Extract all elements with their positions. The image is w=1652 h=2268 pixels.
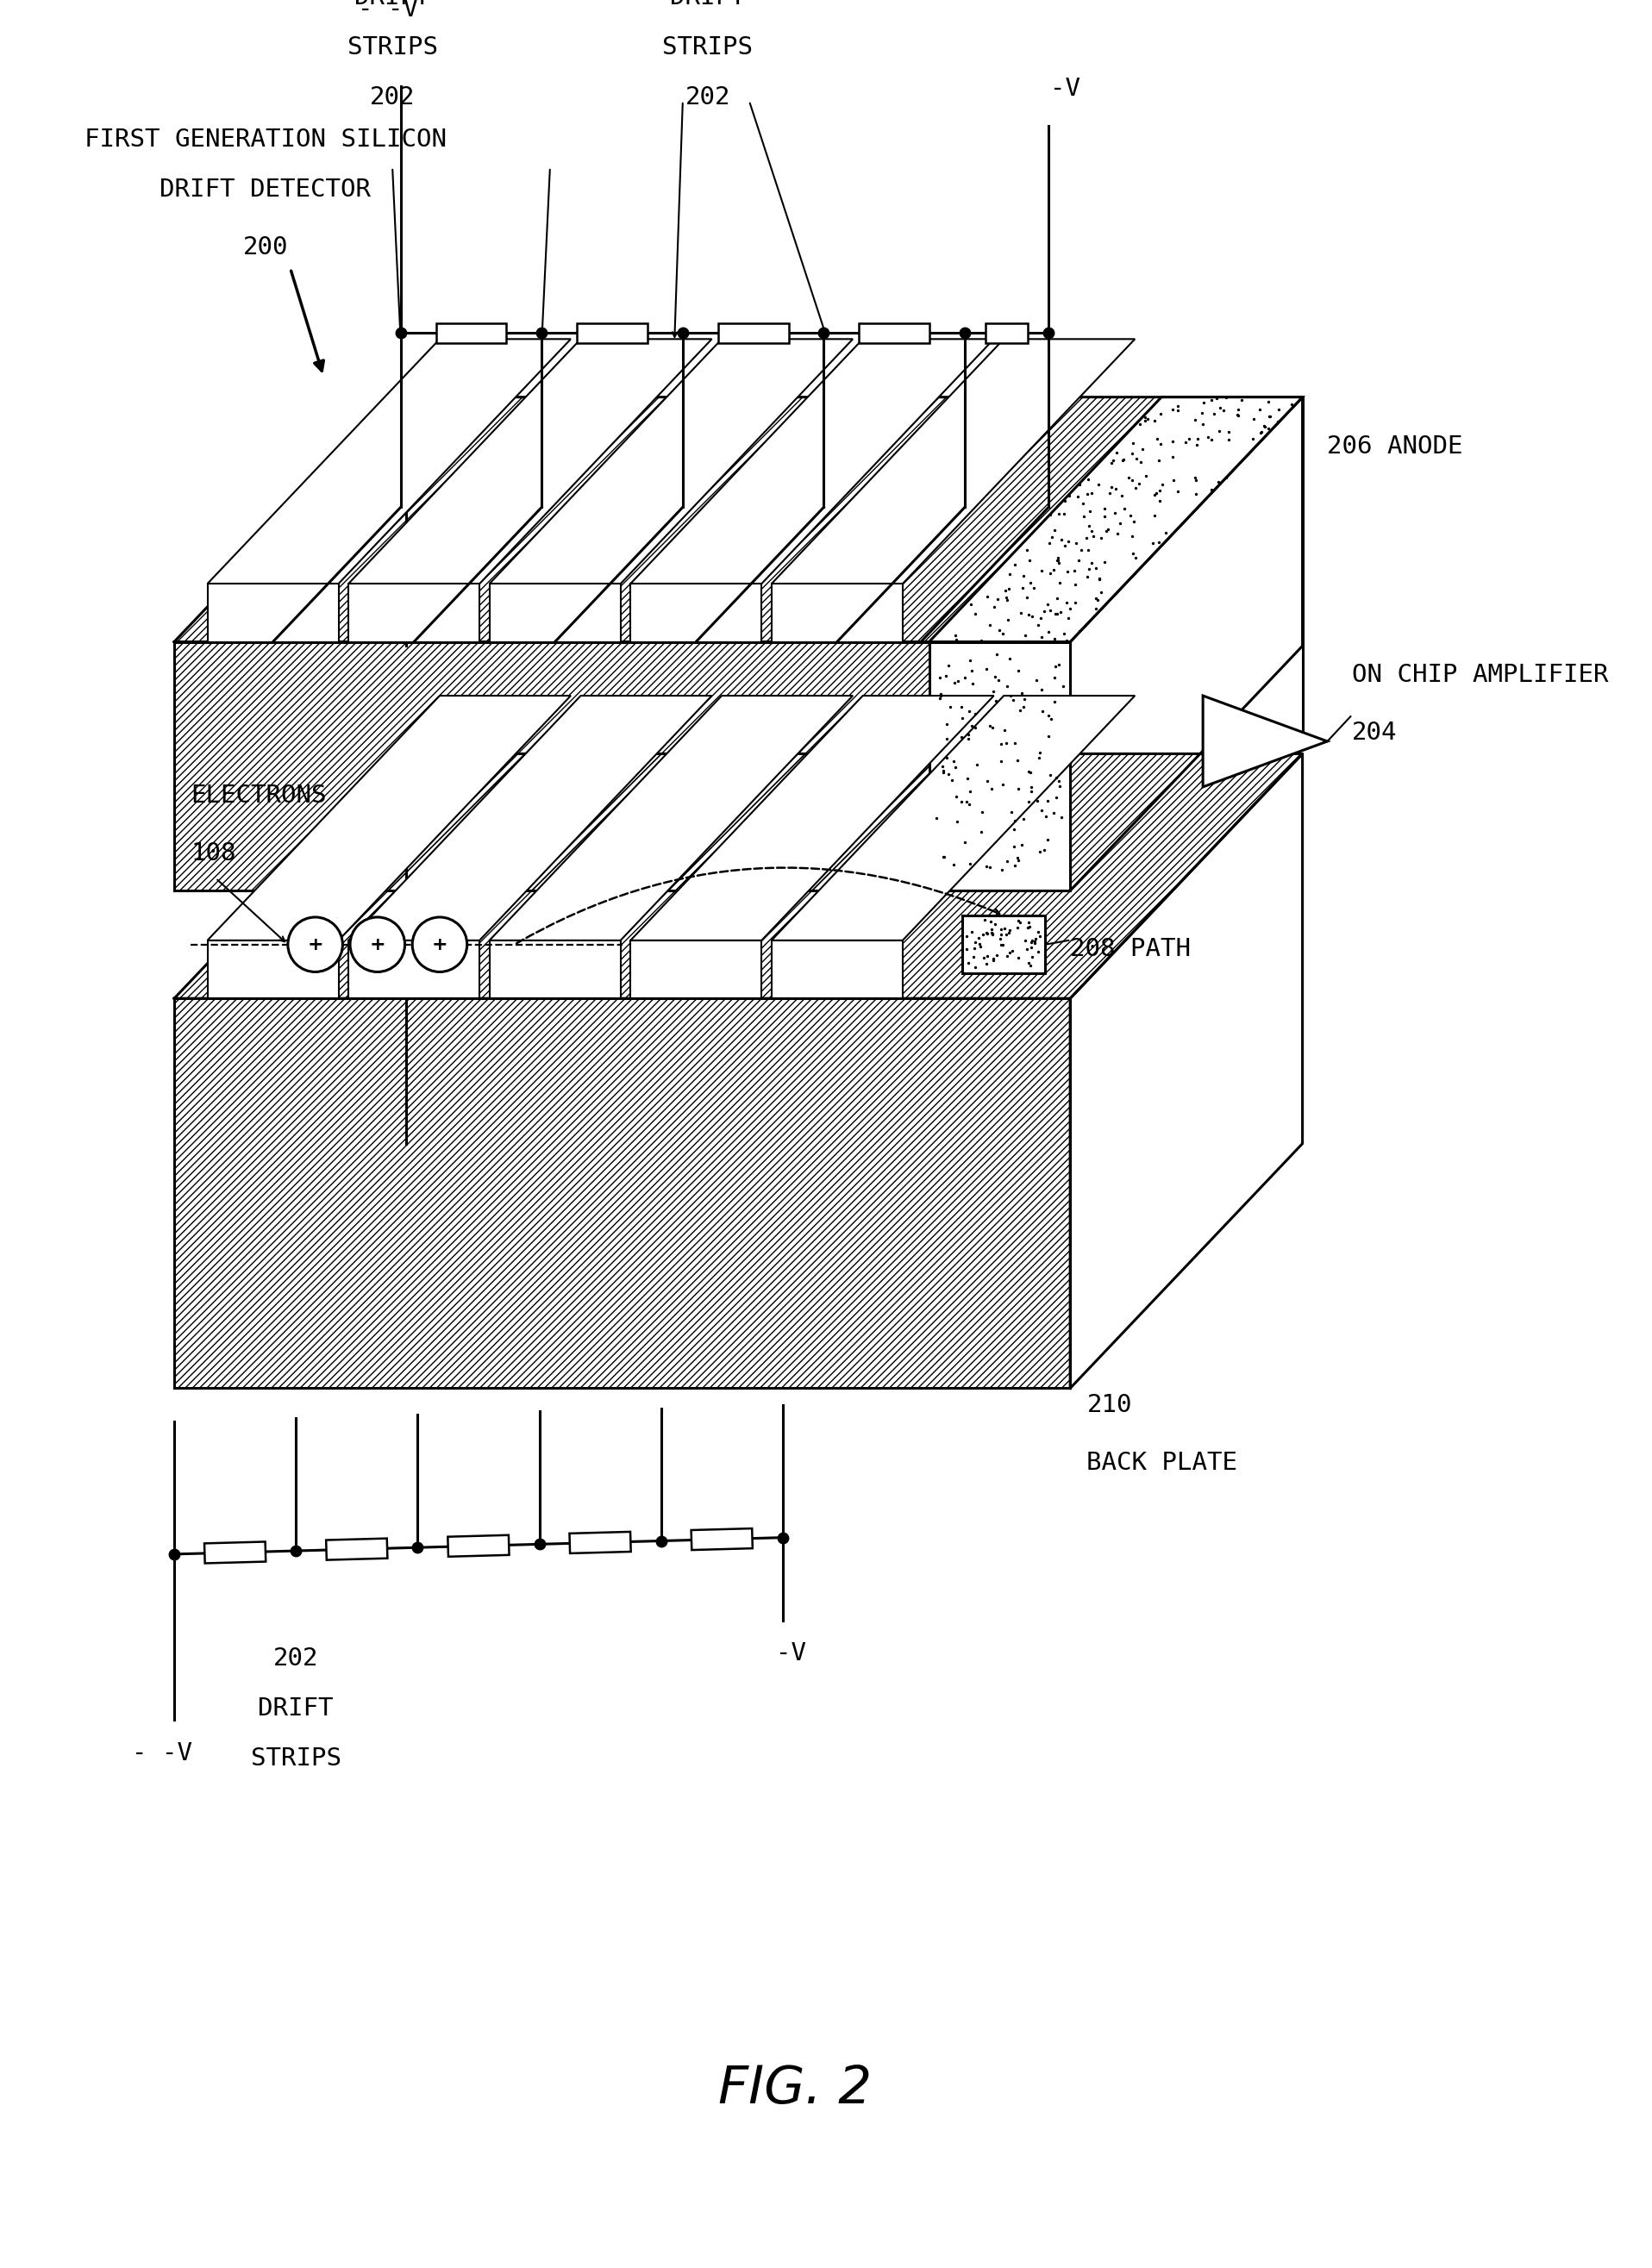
Text: BACK PLATE: BACK PLATE — [1087, 1452, 1237, 1474]
Polygon shape — [1070, 753, 1302, 1388]
Polygon shape — [448, 1535, 509, 1556]
Polygon shape — [963, 916, 1046, 973]
Polygon shape — [691, 1529, 753, 1549]
Text: 206 ANODE: 206 ANODE — [1327, 435, 1464, 458]
Polygon shape — [436, 322, 507, 342]
Polygon shape — [489, 338, 852, 583]
Text: DRIFT: DRIFT — [671, 0, 745, 9]
Text: STRIPS: STRIPS — [251, 1746, 342, 1771]
Polygon shape — [208, 338, 570, 583]
Text: - -V: - -V — [358, 0, 418, 23]
Polygon shape — [771, 583, 902, 642]
Polygon shape — [928, 642, 1070, 891]
Circle shape — [350, 916, 405, 973]
Text: -V: -V — [1051, 77, 1080, 100]
Polygon shape — [1203, 696, 1327, 787]
Polygon shape — [349, 338, 712, 583]
Text: 202: 202 — [273, 1647, 319, 1672]
Polygon shape — [719, 322, 788, 342]
Polygon shape — [208, 941, 339, 998]
Text: 108: 108 — [192, 841, 236, 866]
Polygon shape — [489, 696, 852, 941]
Text: 204: 204 — [1353, 721, 1398, 746]
Text: DRIFT: DRIFT — [258, 1696, 334, 1721]
Text: +: + — [431, 937, 448, 953]
Text: - -V: - -V — [132, 1742, 192, 1765]
Polygon shape — [631, 941, 762, 998]
Text: 208 PATH: 208 PATH — [1070, 937, 1191, 962]
Polygon shape — [349, 583, 479, 642]
Polygon shape — [349, 941, 479, 998]
Text: 202: 202 — [370, 84, 415, 109]
Polygon shape — [986, 322, 1028, 342]
Text: STRIPS: STRIPS — [662, 36, 753, 59]
Polygon shape — [1070, 397, 1302, 891]
Text: +: + — [370, 937, 385, 953]
Text: FIG. 2: FIG. 2 — [719, 2064, 872, 2114]
Text: -V: -V — [776, 1642, 806, 1665]
Polygon shape — [489, 941, 621, 998]
Polygon shape — [325, 1538, 388, 1560]
Polygon shape — [577, 322, 648, 342]
Text: +: + — [307, 937, 324, 953]
Circle shape — [287, 916, 342, 973]
Polygon shape — [173, 642, 1070, 891]
Polygon shape — [631, 583, 762, 642]
Text: ELECTRONS: ELECTRONS — [192, 782, 327, 807]
Text: ON CHIP AMPLIFIER: ON CHIP AMPLIFIER — [1353, 662, 1609, 687]
Polygon shape — [570, 1531, 631, 1554]
Polygon shape — [349, 696, 712, 941]
Polygon shape — [173, 998, 1070, 1388]
Circle shape — [413, 916, 468, 973]
Text: STRIPS: STRIPS — [347, 36, 438, 59]
Polygon shape — [631, 696, 995, 941]
Polygon shape — [631, 338, 995, 583]
Text: 200: 200 — [243, 236, 287, 259]
Text: FIRST GENERATION SILICON: FIRST GENERATION SILICON — [84, 127, 446, 152]
Polygon shape — [489, 583, 621, 642]
Polygon shape — [771, 338, 1135, 583]
Polygon shape — [859, 322, 930, 342]
Text: DRIFT DETECTOR: DRIFT DETECTOR — [160, 177, 372, 202]
Polygon shape — [173, 753, 1302, 998]
Polygon shape — [928, 397, 1302, 642]
Polygon shape — [1070, 753, 1302, 1388]
Polygon shape — [205, 1542, 266, 1563]
Text: 202: 202 — [686, 84, 730, 109]
Polygon shape — [208, 583, 339, 642]
Text: 210: 210 — [1087, 1393, 1132, 1418]
Polygon shape — [771, 941, 902, 998]
Polygon shape — [771, 696, 1135, 941]
Text: DRIFT: DRIFT — [355, 0, 430, 9]
Polygon shape — [1070, 397, 1302, 891]
Polygon shape — [208, 696, 570, 941]
Polygon shape — [173, 397, 1302, 642]
